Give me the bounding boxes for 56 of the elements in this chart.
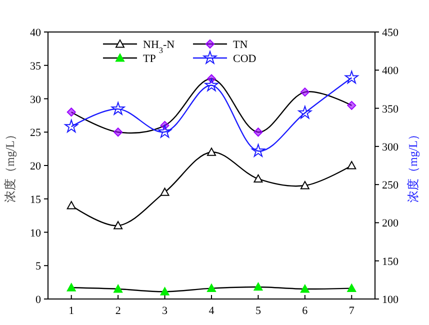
point	[207, 284, 216, 292]
y-tick-label: 15	[30, 194, 42, 206]
point	[160, 287, 170, 296]
x-tick-label: 4	[208, 305, 215, 317]
point	[347, 100, 356, 110]
y-tick-label: 20	[30, 160, 42, 172]
y-tick-label: 25	[30, 127, 42, 140]
y2-tick-label: 300	[382, 141, 399, 154]
y-tick-label: 5	[36, 260, 42, 273]
point	[347, 161, 356, 170]
y2-axis-title: 浓度（mg/L）	[406, 128, 420, 202]
point	[66, 283, 76, 292]
point	[298, 106, 312, 119]
x-tick-label: 7	[348, 305, 355, 317]
y2-tick-label: 450	[382, 27, 399, 39]
x-tick-label: 6	[302, 305, 308, 317]
point	[300, 284, 310, 293]
point	[158, 124, 172, 138]
point	[66, 108, 76, 117]
point	[114, 221, 123, 230]
point	[64, 120, 78, 132]
point	[347, 284, 356, 292]
y-tick-label: 0	[36, 294, 42, 306]
y2-tick-label: 400	[382, 65, 399, 78]
point	[204, 78, 218, 92]
point	[254, 128, 263, 137]
point	[114, 128, 123, 137]
point	[207, 148, 216, 156]
point	[114, 284, 123, 293]
x-tick-label: 1	[68, 305, 74, 317]
y2-tick-label: 250	[382, 180, 399, 192]
y-tick-label: 10	[30, 227, 42, 240]
y2-tick-label: 150	[382, 256, 399, 268]
point	[160, 188, 170, 196]
x-tick-label: 5	[255, 305, 262, 317]
y-axis-title: 浓度（mg/L）	[3, 128, 17, 202]
y-tick-label: 30	[30, 94, 42, 106]
point	[254, 174, 263, 183]
point	[300, 88, 310, 97]
y-tick-label: 40	[30, 27, 42, 39]
point	[251, 144, 265, 157]
y-tick-label: 35	[30, 60, 42, 72]
y2-tick-label: 350	[382, 103, 399, 116]
point	[300, 181, 310, 190]
x-tick-label: 3	[162, 305, 168, 317]
x-tick-label: 2	[115, 305, 121, 317]
legend-label: TN	[233, 39, 248, 51]
point	[254, 282, 263, 291]
legend-label: NH$_{3}$-N	[143, 39, 175, 54]
legend-label: TP	[143, 53, 156, 65]
point	[111, 102, 125, 115]
y2-tick-label: 100	[382, 294, 399, 306]
point	[66, 201, 76, 210]
y2-tick-label: 200	[382, 218, 399, 230]
legend-label: COD	[233, 53, 256, 65]
point	[344, 70, 358, 84]
